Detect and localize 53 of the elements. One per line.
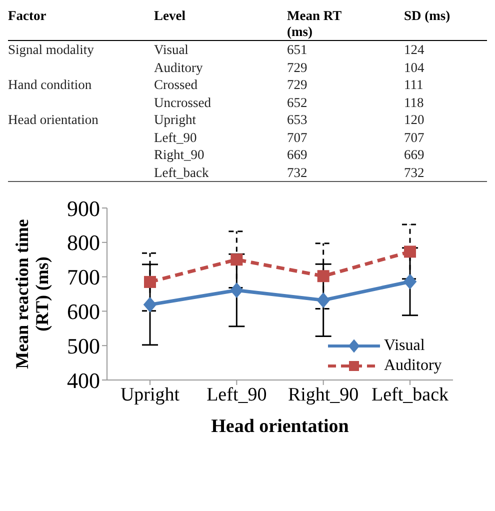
- text: 118: [404, 94, 424, 110]
- category-label: Level: [154, 8, 186, 24]
- category-label: SD (ms): [404, 8, 452, 24]
- text: 732: [287, 164, 308, 180]
- text: 732: [404, 164, 424, 180]
- text: 707: [404, 130, 424, 144]
- text: 669: [287, 147, 308, 162]
- category-label: Mean RT (ms): [287, 8, 342, 40]
- text: Hand condition: [8, 77, 92, 92]
- text: Signal modality: [8, 42, 94, 57]
- text: 729: [287, 60, 308, 74]
- text: 104: [404, 60, 424, 74]
- legend-label: Auditory: [384, 357, 442, 375]
- point: [230, 282, 244, 298]
- text: 652: [287, 94, 308, 110]
- y-tick-label: 600: [67, 299, 100, 324]
- point: [316, 292, 330, 308]
- text: Left_back: [154, 164, 209, 180]
- text: 707: [287, 130, 308, 144]
- text: Uncrossed: [154, 94, 211, 110]
- text: Right_90: [154, 147, 204, 162]
- point: [317, 270, 330, 282]
- y-tick-label: 500: [67, 333, 100, 358]
- x-tick-label: Left_back: [371, 384, 450, 406]
- legend-label: Visual: [384, 337, 425, 355]
- y-tick-label: 900: [67, 196, 100, 221]
- x-tick-label: Right_90: [288, 384, 359, 406]
- text: 111: [404, 77, 424, 92]
- y-tick-label: 400: [67, 368, 100, 393]
- text: 653: [287, 112, 308, 127]
- y-tick-label: 700: [67, 264, 100, 290]
- text: Crossed: [154, 77, 198, 92]
- point: [144, 276, 156, 288]
- text: Left_90: [154, 130, 197, 144]
- text: 120: [404, 112, 424, 127]
- x-axis-title: Head orientation: [211, 416, 350, 437]
- text: 729: [287, 77, 308, 92]
- point: [404, 274, 416, 290]
- text: 124: [404, 42, 424, 57]
- category-label: Factor: [8, 8, 48, 24]
- point: [144, 297, 156, 312]
- text: Visual: [154, 42, 188, 57]
- point: [404, 246, 416, 258]
- text: 669: [404, 147, 424, 162]
- x-tick-label: Upright: [120, 384, 180, 406]
- text: 651: [287, 42, 308, 57]
- text: Head orientation: [8, 112, 98, 127]
- y-axis-title: Mean reaction time (RT) (ms): [12, 219, 52, 369]
- text: Auditory: [154, 60, 203, 74]
- y-tick-label: 800: [67, 230, 100, 256]
- text: Upright: [154, 112, 196, 127]
- x-tick-label: Left_90: [206, 384, 267, 406]
- point: [230, 254, 243, 266]
